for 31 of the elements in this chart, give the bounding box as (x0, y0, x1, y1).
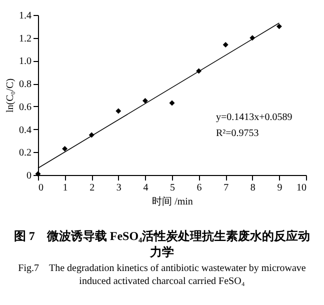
x-tick-label: 5 (170, 182, 175, 194)
y-tick-label: 0.8 (19, 79, 32, 90)
text: Fig.7 The degradation kinetics of antibiotic wastewater by microwave induced activated charcoal carried FeSO₄ (17, 262, 307, 288)
point (142, 98, 148, 104)
annotation: R²=0.9753 (216, 128, 259, 139)
y-tick-label: 0.2 (19, 148, 32, 159)
point (116, 108, 122, 114)
point (169, 100, 175, 106)
x-axis-title: 时间 /min (152, 196, 193, 208)
x-tick-label: 10 (296, 182, 306, 194)
point (276, 24, 282, 30)
x-tick-label: 1 (62, 182, 68, 194)
annotation: y=0.1413x+0.0589 (216, 112, 292, 123)
point (222, 42, 228, 48)
x-tick-label: 6 (196, 182, 202, 194)
y-tick-label: 1.4 (19, 10, 32, 22)
text: 图 7 微波诱导载 FeSO₄活性炭处理抗生素废水的反应动力学 (12, 228, 312, 260)
x-tick-label: 4 (143, 182, 148, 194)
x-tick-label: 3 (116, 182, 122, 194)
y-axis-title: ln(C₀/C) (5, 78, 16, 113)
y-tick-label: 0.4 (19, 124, 32, 136)
y-tick-label: 0 (26, 170, 32, 182)
point (62, 146, 68, 152)
x-tick-label: 7 (224, 182, 229, 194)
y-tick-label: 1.2 (19, 33, 32, 44)
x-tick-label: 9 (277, 182, 282, 194)
x-tick-label: 0 (38, 182, 44, 194)
x-tick-label: 8 (250, 182, 256, 194)
y-tick-label: 0.6 (19, 102, 32, 113)
y-tick-label: 1.0 (19, 56, 32, 68)
x-tick-label: 2 (90, 182, 95, 194)
